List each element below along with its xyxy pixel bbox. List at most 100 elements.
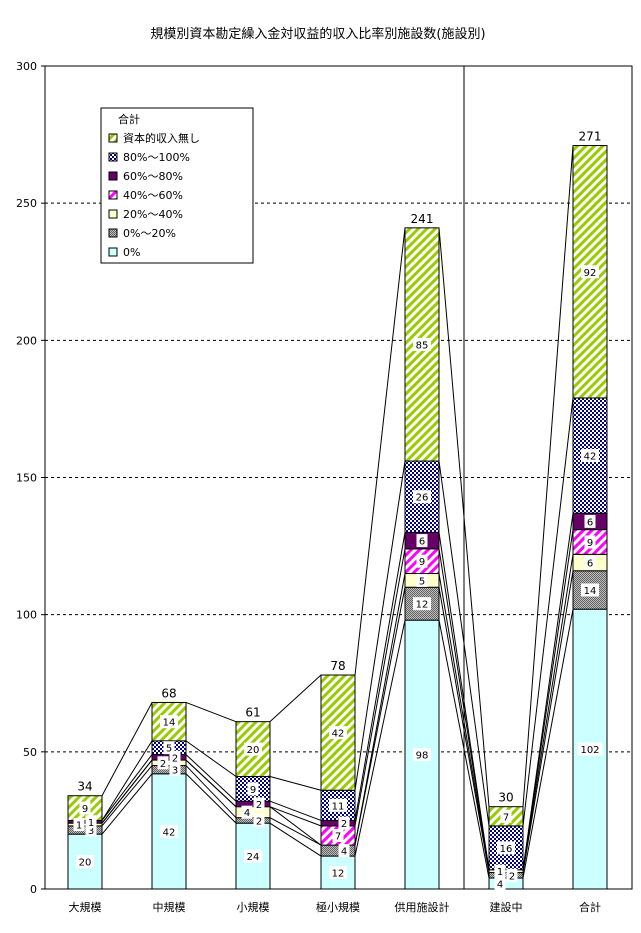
- data-label: 14: [584, 586, 597, 597]
- data-label-bg: [584, 535, 596, 549]
- data-label: 2: [256, 800, 262, 811]
- data-label-bg: [253, 797, 265, 811]
- legend-label: 60%～80%: [123, 170, 183, 183]
- data-label-bg: [244, 742, 262, 756]
- data-label: 9: [250, 785, 256, 796]
- series-connector-line: [438, 460, 490, 826]
- legend-swatch: [108, 247, 118, 257]
- y-tick-label: 100: [16, 609, 37, 622]
- data-label: 42: [332, 729, 345, 740]
- data-label: 2: [509, 871, 515, 882]
- legend-label: 80%～100%: [123, 151, 190, 164]
- data-label-bg: [329, 726, 347, 740]
- data-label-bg: [577, 742, 603, 756]
- series-connector-line: [269, 674, 322, 723]
- series-connector-line: [438, 227, 490, 807]
- legend-label: 0%: [123, 246, 140, 259]
- series-connector-line: [185, 701, 237, 723]
- data-label: 20: [247, 745, 260, 756]
- data-label-bg: [79, 801, 91, 815]
- y-tick-label: 150: [16, 472, 37, 485]
- data-label-bg: [157, 756, 169, 770]
- bar-segment: [235, 806, 271, 819]
- series-connector-line: [101, 754, 153, 821]
- data-label: 11: [332, 801, 345, 812]
- data-label-bg: [329, 798, 347, 812]
- series-connector-line: [354, 548, 406, 826]
- data-label-bg: [494, 877, 506, 891]
- legend-label: 20%～40%: [123, 208, 183, 221]
- data-label-bg: [244, 849, 262, 863]
- series-connector-line: [438, 573, 490, 870]
- bar-segment: [151, 759, 187, 767]
- data-label-bg: [506, 868, 518, 882]
- y-tick-label: 200: [16, 334, 37, 347]
- data-label: 9: [587, 538, 593, 549]
- legend-swatch: [108, 171, 118, 181]
- data-label: 26: [416, 493, 429, 504]
- series-connector-line: [438, 587, 490, 873]
- series-connector-line: [522, 145, 574, 807]
- data-label: 5: [166, 744, 172, 755]
- data-label-bg: [329, 866, 347, 880]
- legend-label: 0%～20%: [123, 227, 176, 240]
- bar-segment: [235, 817, 271, 824]
- legend-swatch: [108, 133, 118, 143]
- bar-segment: [488, 877, 524, 890]
- data-label-bg: [332, 829, 344, 843]
- bar-segment: [404, 227, 440, 462]
- x-axis-labels: 大規模 中規模 小規模 極小規模 供用施設計 建設中 合計: [69, 900, 602, 914]
- data-label-bg: [584, 514, 596, 528]
- series-connector-line: [522, 609, 574, 879]
- data-label: 1: [497, 867, 503, 878]
- series-connector-line: [101, 759, 153, 824]
- bar-segment: [67, 825, 103, 835]
- x-tick-label: 小規模: [237, 900, 270, 914]
- data-label-bg: [413, 597, 431, 611]
- series-connector-line: [269, 817, 322, 846]
- bar-segment: [320, 819, 356, 827]
- data-label: 2: [256, 816, 262, 827]
- legend-swatch: [108, 152, 118, 162]
- data-label-bg: [169, 763, 181, 777]
- series-connector-line: [101, 740, 153, 821]
- total-label: 241: [411, 212, 434, 226]
- data-label-bg: [338, 844, 350, 858]
- series-connector-line: [185, 740, 237, 777]
- series-connector-line: [185, 765, 237, 819]
- total-label: 68: [161, 686, 176, 700]
- series-connector-line: [522, 397, 574, 826]
- x-tick-label: 中規模: [153, 900, 186, 914]
- data-label: 1: [76, 821, 82, 832]
- data-label-bg: [85, 823, 97, 837]
- data-label-bg: [160, 715, 178, 729]
- x-tick-label: 合計: [579, 900, 601, 914]
- bar-segment: [235, 800, 271, 808]
- x-tick-label: 建設中: [490, 900, 523, 914]
- total-label: 271: [579, 130, 602, 144]
- y-axis: 0 50 100 150 200 250 300: [16, 60, 45, 896]
- chart-title: 規模別資本勘定繰入金対収益的収入比率別施設数(施設別): [150, 26, 485, 42]
- series-connector-line: [185, 759, 237, 808]
- data-label: 14: [163, 718, 176, 729]
- series-connector-line: [269, 806, 322, 846]
- total-label: 34: [77, 780, 92, 794]
- total-label: 61: [245, 706, 260, 720]
- series-connector-line: [269, 776, 322, 791]
- series-connector-line: [438, 620, 490, 879]
- data-label: 7: [503, 812, 509, 823]
- data-label-bg: [581, 265, 599, 279]
- data-label: 42: [584, 452, 597, 463]
- data-label: 12: [416, 600, 429, 611]
- data-label-bg: [169, 750, 181, 764]
- connector-lines: [101, 145, 574, 879]
- series-connector-line: [522, 570, 574, 873]
- series-connector-line: [354, 532, 406, 821]
- data-label-bg: [416, 554, 428, 568]
- data-label: 2: [172, 753, 178, 764]
- series-connector-line: [101, 765, 153, 827]
- data-label-bg: [497, 841, 515, 855]
- data-label-bg: [581, 583, 599, 597]
- data-label-bg: [584, 556, 596, 570]
